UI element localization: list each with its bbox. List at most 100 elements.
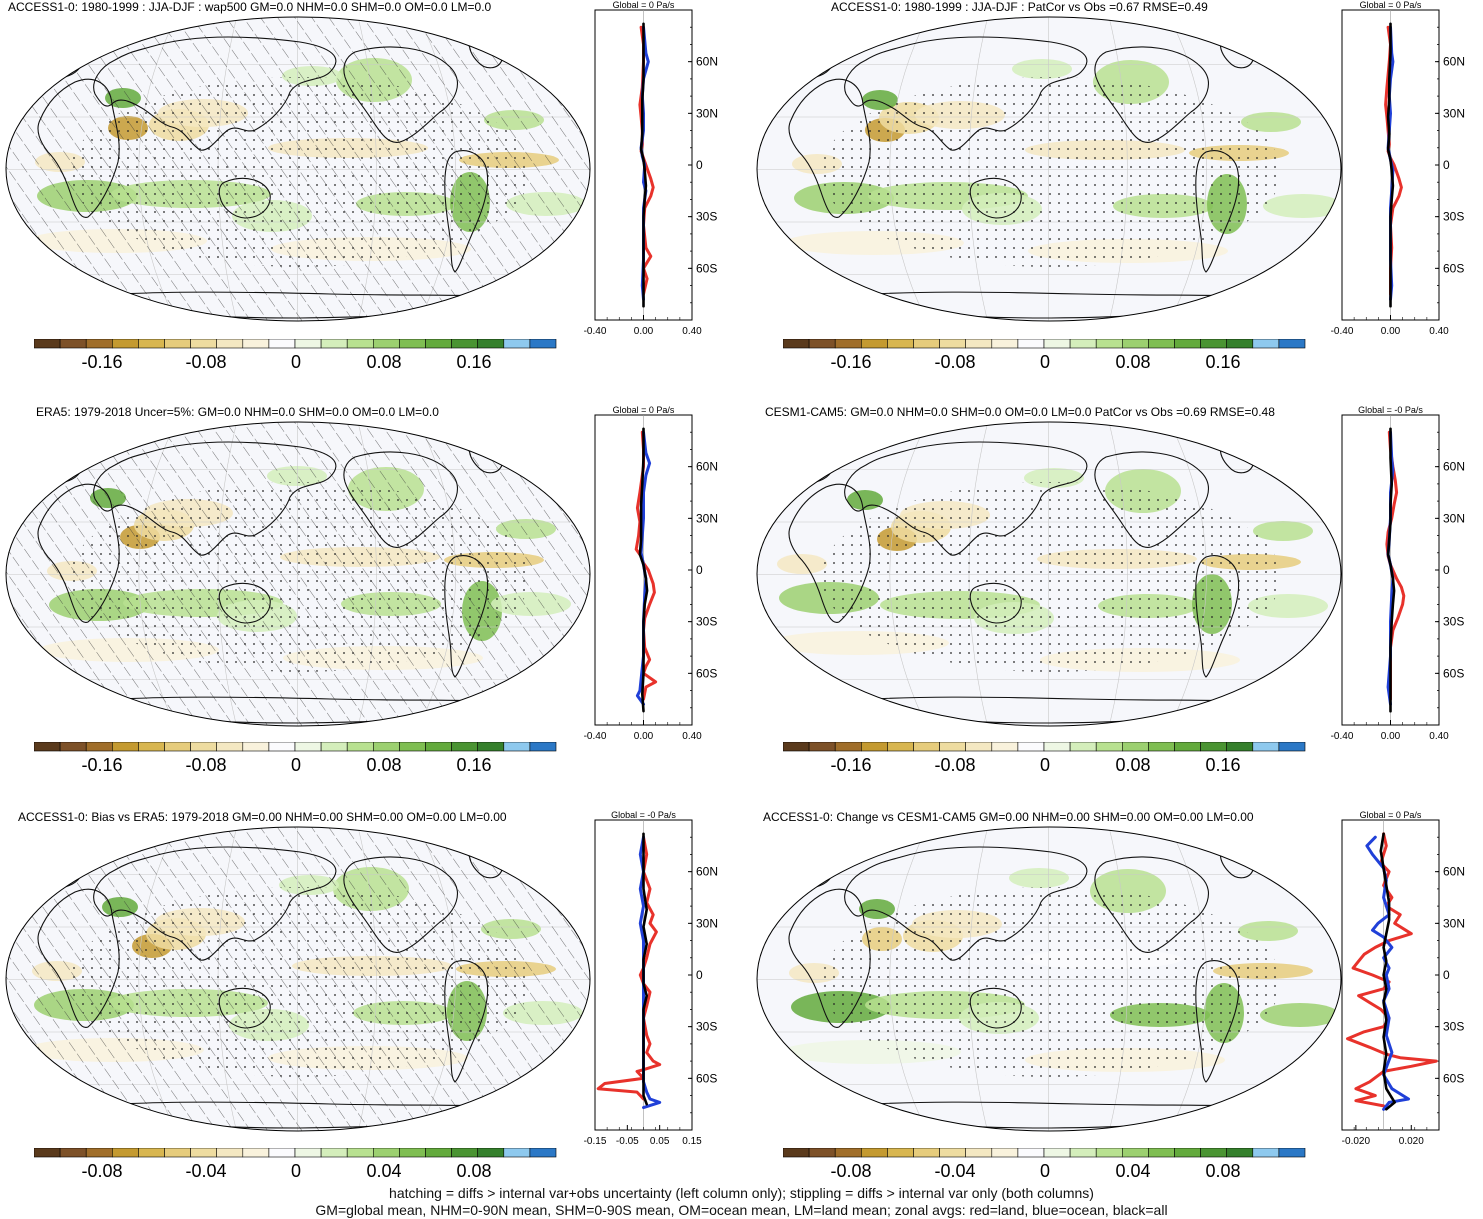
colorbar: -0.16 -0.08 0 0.08 0.16 <box>783 339 1306 372</box>
colorbar-swatch <box>242 742 270 752</box>
colorbar-tick-label: -0.16 <box>81 755 122 775</box>
zonal-x-tick-label: 0.00 <box>634 731 654 742</box>
colorbar-swatch <box>1174 742 1201 752</box>
zonal-line-all <box>639 22 648 308</box>
zonal-header: Global = -0 Pa/s <box>1358 405 1423 415</box>
zonal-y-tick-label: 60N <box>696 55 718 69</box>
zonal-y-tick-label: 60N <box>1443 865 1465 879</box>
colorbar-swatch <box>861 1148 888 1158</box>
colorbar-swatch <box>425 339 452 349</box>
zonal-y-tick-label: 30N <box>696 916 718 930</box>
colorbar-swatch <box>783 339 810 349</box>
colorbar-swatch <box>477 742 505 752</box>
colorbar-swatch <box>1121 339 1149 349</box>
colorbar-swatch <box>529 742 557 752</box>
panel-title: CESM1-CAM5: GM=0.0 NHM=0.0 SHM=0.0 OM=0.… <box>765 405 1275 419</box>
colorbar-swatch <box>138 742 165 752</box>
zonal-header: Global = -0 Pa/s <box>611 810 676 820</box>
colorbar-swatch <box>294 339 322 349</box>
colorbar-tick-label: 0 <box>291 352 301 372</box>
colorbar-tick-label: -0.04 <box>934 1161 975 1181</box>
zonal-y-tick-label: 30N <box>696 106 718 120</box>
colorbar-swatch <box>939 339 967 349</box>
colorbar-swatch <box>372 742 400 752</box>
panel-title: ACCESS1-0: Bias vs ERA5: 1979-2018 GM=0.… <box>18 810 507 824</box>
zonal-y-tick-label: 30N <box>1443 916 1465 930</box>
colorbar-swatch <box>112 1148 139 1158</box>
map-plot <box>756 16 1342 322</box>
zonal-y-tick-label: 30S <box>1443 615 1464 629</box>
zonal-x-tick-label: 0.40 <box>682 731 702 742</box>
colorbar-swatch <box>1043 1148 1071 1158</box>
zonal-average-plot: Global = -0 Pa/s 60N 30N 0 30S 60S -0.40 0.00 0.… <box>1331 405 1465 742</box>
colorbar-swatch <box>965 1148 993 1158</box>
colorbar-tick-label: 0 <box>1040 1161 1050 1181</box>
panel-title: ACCESS1-0: 1980-1999 : JJA-DJF : wap500 … <box>8 0 492 14</box>
zonal-x-tick-label: 0.05 <box>650 1136 670 1147</box>
zonal-line-land <box>634 430 658 701</box>
zonal-line-all <box>642 832 648 1106</box>
zonal-y-tick-label: 30S <box>1443 210 1464 224</box>
panel-bias-vs-era5: ACCESS1-0: Bias vs ERA5: 1979-2018 GM=0.… <box>0 810 741 1215</box>
colorbar-swatch <box>887 339 914 349</box>
colorbar-swatch <box>346 1148 374 1158</box>
zonal-y-tick-label: 60S <box>696 261 717 275</box>
colorbar-tick-label: -0.16 <box>830 352 871 372</box>
colorbar-swatch <box>399 339 426 349</box>
colorbar-tick-label: 0 <box>291 755 301 775</box>
panel-change-vs-cesm1: ACCESS1-0: Change vs CESM1-CAM5 GM=0.00 … <box>741 810 1482 1215</box>
zonal-y-tick-label: 0 <box>1443 968 1450 982</box>
zonal-y-tick-label: 60S <box>696 666 717 680</box>
zonal-y-tick-label: 60N <box>696 865 718 879</box>
zonal-y-tick-label: 0 <box>696 968 703 982</box>
panel-model-jja-djf: ACCESS1-0: 1980-1999 : JJA-DJF : wap500 … <box>0 0 741 405</box>
zonal-line-all <box>638 427 649 713</box>
colorbar: -0.16 -0.08 0 0.08 0.16 <box>783 742 1306 775</box>
footer-line-hatching: hatching = diffs > internal var+obs unce… <box>389 1185 1094 1201</box>
colorbar-swatch <box>503 339 531 349</box>
colorbar: -0.16 -0.08 0 0.08 0.16 <box>34 339 557 372</box>
colorbar-swatch <box>1017 742 1045 752</box>
zonal-line-all <box>1386 22 1395 308</box>
colorbar-tick-label: -0.16 <box>830 755 871 775</box>
colorbar-tick-label: 0.16 <box>1205 352 1240 372</box>
colorbar-swatch <box>965 339 993 349</box>
zonal-x-tick-label: 0.40 <box>1429 326 1449 337</box>
colorbar-swatch <box>34 339 61 349</box>
zonal-x-tick-label: -0.15 <box>584 1136 607 1147</box>
colorbar-swatch <box>1069 339 1097 349</box>
zonal-x-tick-label: -0.40 <box>1331 326 1354 337</box>
zonal-line-all <box>1379 832 1396 1111</box>
colorbar-swatch <box>59 742 87 752</box>
zonal-y-tick-label: 0 <box>696 563 703 577</box>
colorbar-swatch <box>372 339 400 349</box>
colorbar-swatch <box>991 1148 1019 1158</box>
colorbar-swatch <box>59 1148 87 1158</box>
zonal-x-tick-label: 0.020 <box>1399 1136 1424 1147</box>
colorbar-swatch <box>1017 1148 1045 1158</box>
colorbar-swatch <box>164 742 191 752</box>
colorbar-swatch <box>1200 742 1228 752</box>
colorbar-swatch <box>808 339 836 349</box>
colorbar-swatch <box>808 1148 836 1158</box>
colorbar-swatch <box>425 742 452 752</box>
colorbar-tick-label: 0.08 <box>1115 352 1150 372</box>
zonal-line-land <box>1346 832 1438 1108</box>
zonal-line-all <box>1386 427 1396 713</box>
colorbar-swatch <box>783 1148 810 1158</box>
colorbar-tick-label: 0.08 <box>366 352 401 372</box>
panel-cesm1-cam5: CESM1-CAM5: GM=0.0 NHM=0.0 SHM=0.0 OM=0.… <box>741 405 1482 810</box>
colorbar-swatch <box>1226 742 1254 752</box>
zonal-x-tick-label: -0.05 <box>616 1136 639 1147</box>
colorbar-swatch <box>1200 339 1228 349</box>
colorbar-swatch <box>503 1148 531 1158</box>
map-plot <box>5 826 591 1132</box>
colorbar-swatch <box>529 339 557 349</box>
colorbar-swatch <box>1017 339 1045 349</box>
colorbar-swatch <box>85 1148 113 1158</box>
colorbar-swatch <box>939 742 967 752</box>
zonal-y-tick-label: 30N <box>1443 511 1465 525</box>
colorbar-swatch <box>372 1148 400 1158</box>
colorbar-swatch <box>477 339 505 349</box>
colorbar: -0.16 -0.08 0 0.08 0.16 <box>34 742 557 775</box>
